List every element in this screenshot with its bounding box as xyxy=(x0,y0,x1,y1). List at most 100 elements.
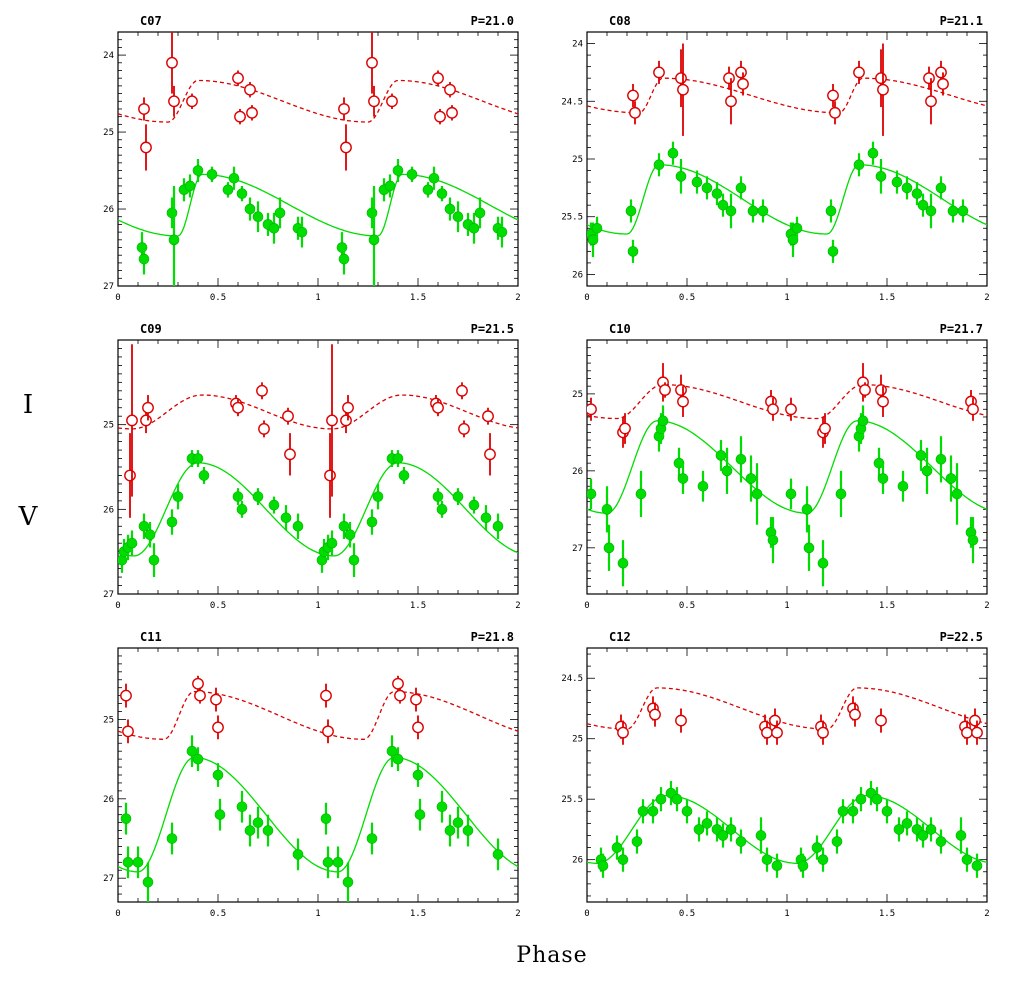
v-band-point xyxy=(961,854,973,865)
i-band-point xyxy=(340,414,352,427)
i-band-point xyxy=(142,401,154,414)
y-tick-label: 24 xyxy=(103,51,114,61)
i-band-point xyxy=(194,689,206,702)
i-band-point xyxy=(456,384,468,397)
v-band-point xyxy=(192,165,204,176)
x-tick-label: 0 xyxy=(115,909,120,919)
v-band-point xyxy=(725,205,737,217)
v-band-point xyxy=(655,793,667,805)
v-band-point xyxy=(755,830,767,841)
x-tick-label: 1.5 xyxy=(410,909,426,919)
v-band-point xyxy=(901,818,913,829)
v-band-point xyxy=(392,453,404,464)
panel-c09: 0 0.5 1 1.5 2 25 26 27 C09 P=21.5 xyxy=(103,322,521,611)
v-band-point xyxy=(725,824,737,835)
i-band-point xyxy=(629,106,641,119)
y-tick-label: 27 xyxy=(103,282,114,292)
i-band-point xyxy=(817,726,829,739)
v-band-fit-curve xyxy=(118,173,518,237)
v-band-point xyxy=(436,801,448,813)
x-tick-label: 0.5 xyxy=(210,909,226,919)
panel-name: C07 xyxy=(140,14,162,28)
i-band-point xyxy=(458,422,470,435)
i-band-point xyxy=(446,106,458,119)
v-band-point xyxy=(206,169,218,180)
v-band-point xyxy=(144,529,156,541)
v-band-point xyxy=(366,516,378,528)
y-tick-label: 26 xyxy=(572,467,583,477)
i-band-point xyxy=(617,726,629,739)
v-band-point xyxy=(767,534,779,546)
v-band-point xyxy=(671,793,683,805)
i-band-point xyxy=(853,66,865,79)
v-band-point xyxy=(474,207,486,219)
v-band-point xyxy=(935,454,947,465)
x-tick-label: 1 xyxy=(784,909,789,919)
v-band-point xyxy=(452,211,464,223)
x-tick-label: 1.5 xyxy=(879,909,895,919)
i-band-point xyxy=(120,689,132,702)
i-band-point xyxy=(256,384,268,397)
v-band-point xyxy=(336,242,348,253)
i-band-point xyxy=(619,422,631,435)
v-band-point xyxy=(785,488,797,500)
v-band-point xyxy=(847,805,859,817)
x-tick-label: 1.5 xyxy=(410,601,426,611)
v-band-point xyxy=(366,833,378,844)
i-band-point xyxy=(232,72,244,85)
i-band-point xyxy=(849,708,861,721)
x-tick-label: 1.5 xyxy=(410,293,426,303)
v-band-point xyxy=(831,836,843,847)
panel-c12: 0 0.5 1 1.5 2 24.5 25 25.5 26 C12 P=22.5 xyxy=(561,630,989,919)
v-band-point xyxy=(817,557,829,569)
v-band-point xyxy=(452,817,464,828)
i-band-point xyxy=(210,693,222,706)
i-band-point xyxy=(587,403,597,416)
i-band-point xyxy=(282,410,294,423)
y-tick-label: 25.5 xyxy=(561,213,583,223)
v-band-point xyxy=(677,473,689,484)
v-band-point xyxy=(236,801,248,813)
v-band-point xyxy=(925,205,937,217)
i-band-point xyxy=(126,414,138,427)
i-band-point xyxy=(246,106,258,119)
i-band-point xyxy=(675,72,687,85)
panel-c10: 0 0.5 1 1.5 2 25 26 27 C10 P=21.7 xyxy=(572,322,990,611)
v-band-point xyxy=(967,534,979,546)
v-band-point xyxy=(825,205,837,217)
v-band-point xyxy=(875,171,887,182)
v-band-point xyxy=(591,222,603,234)
i-band-point xyxy=(392,677,404,690)
v-band-point xyxy=(368,234,380,246)
v-band-point xyxy=(166,516,178,528)
v-band-point xyxy=(332,857,344,868)
v-band-point xyxy=(268,499,280,511)
i-band-point xyxy=(829,106,841,119)
i-band-fit-curve xyxy=(587,383,987,420)
i-band-point xyxy=(232,401,244,414)
v-band-point xyxy=(236,188,248,199)
v-band-point xyxy=(955,830,967,841)
v-band-point xyxy=(138,520,150,532)
v-band-point xyxy=(835,488,847,500)
v-band-point xyxy=(122,857,134,868)
v-band-point xyxy=(797,860,809,872)
i-band-point xyxy=(340,141,352,154)
v-band-point xyxy=(296,226,308,238)
y-tick-label: 27 xyxy=(103,590,114,600)
x-tick-label: 2 xyxy=(984,909,989,919)
x-tick-label: 1 xyxy=(784,293,789,303)
v-band-point xyxy=(827,246,839,257)
v-band-point xyxy=(601,504,613,515)
v-band-point xyxy=(801,504,813,515)
i-band-point xyxy=(484,448,496,461)
plot-frame xyxy=(117,339,519,595)
v-band-point xyxy=(701,182,713,194)
i-band-point xyxy=(368,95,380,108)
i-band-point xyxy=(366,56,378,69)
i-band-point xyxy=(961,726,973,739)
v-band-point xyxy=(771,860,783,872)
i-band-point xyxy=(140,414,152,427)
i-band-point xyxy=(482,410,494,423)
plot-area xyxy=(118,344,518,578)
